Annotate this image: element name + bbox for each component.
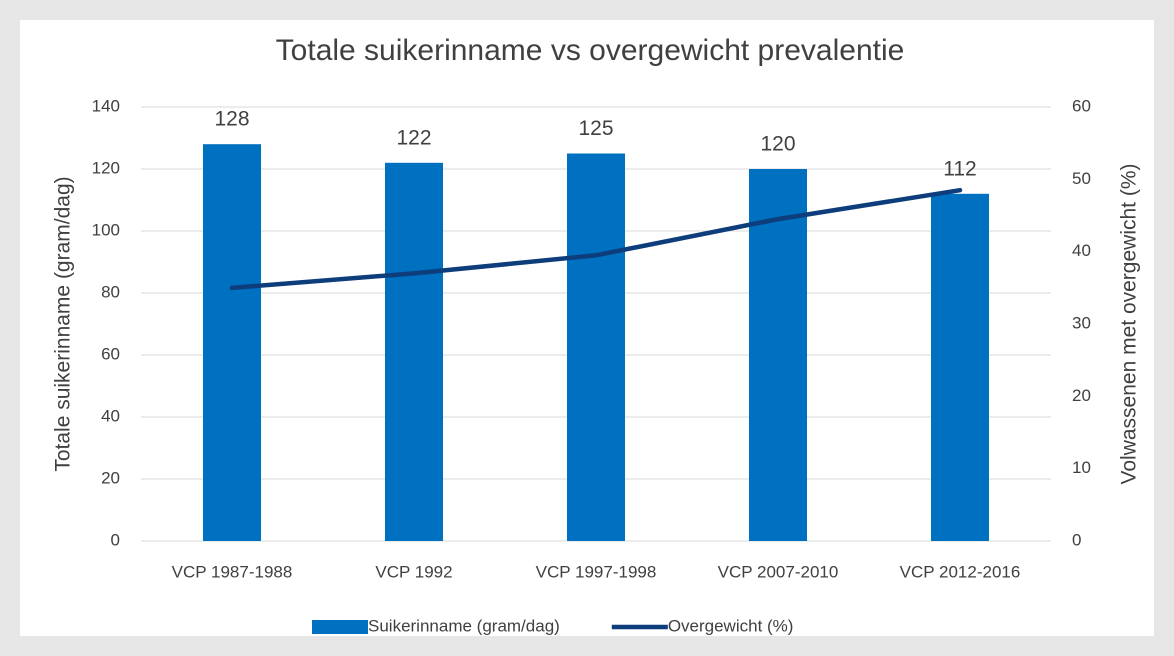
bar (567, 153, 625, 541)
x-tick-label: VCP 1987-1988 (172, 562, 293, 581)
x-tick-label: VCP 2012-2016 (900, 562, 1021, 581)
bar (385, 162, 443, 542)
data-label: 112 (943, 157, 976, 180)
x-tick-label: VCP 1997-1998 (536, 562, 657, 581)
y2-tick-label: 0 (1072, 530, 1081, 549)
legend-label: Overgewicht (%) (668, 616, 794, 635)
y2-tick-label: 10 (1072, 458, 1091, 477)
y-tick-label: 120 (92, 158, 120, 177)
y-tick-label: 100 (92, 220, 120, 239)
x-tick-label: VCP 1992 (375, 562, 452, 581)
y-tick-label: 140 (92, 96, 120, 115)
x-tick-label: VCP 2007-2010 (718, 562, 839, 581)
data-label: 128 (214, 108, 249, 131)
chart-title: Totale suikerinname vs overgewicht preva… (276, 34, 905, 67)
y2-tick-label: 50 (1072, 169, 1091, 188)
y-tick-label: 40 (101, 406, 120, 425)
legend-swatch (312, 620, 368, 634)
y2-tick-label: 60 (1072, 96, 1091, 115)
y-tick-label: 80 (101, 282, 120, 301)
y-tick-label: 60 (101, 344, 120, 363)
y2-axis-label: Volwassenen met overgewicht (%) (1118, 164, 1141, 485)
y-axis-label: Totale suikerinname (gram/dag) (52, 176, 75, 471)
legend-label: Suikerinname (gram/dag) (368, 616, 560, 635)
y-tick-label: 20 (101, 468, 120, 487)
y-tick-label: 0 (111, 530, 120, 549)
bar (931, 193, 989, 542)
y2-tick-label: 30 (1072, 313, 1091, 332)
data-label: 125 (578, 117, 613, 140)
bar (749, 169, 807, 541)
bar (203, 144, 261, 541)
y2-tick-label: 40 (1072, 241, 1091, 260)
data-label: 120 (760, 133, 795, 156)
y2-tick-label: 20 (1072, 386, 1091, 405)
line (229, 187, 963, 291)
data-label: 122 (396, 126, 431, 149)
